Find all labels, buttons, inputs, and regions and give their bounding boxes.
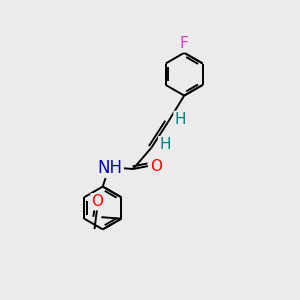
Text: F: F <box>180 36 189 51</box>
Text: O: O <box>92 194 104 209</box>
Text: H: H <box>159 137 171 152</box>
Text: NH: NH <box>98 159 123 177</box>
Text: O: O <box>150 158 162 173</box>
Text: H: H <box>175 112 186 127</box>
